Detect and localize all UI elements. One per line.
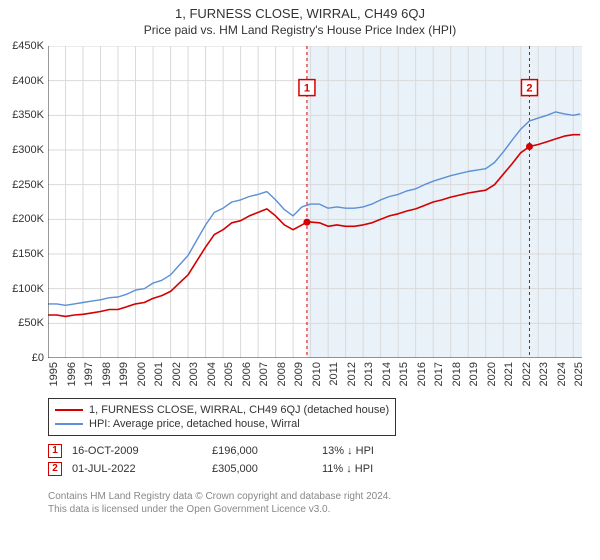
svg-text:1: 1 — [304, 83, 310, 95]
sale-price: £196,000 — [212, 445, 322, 457]
y-tick-label: £100K — [12, 283, 44, 295]
footer-attribution: Contains HM Land Registry data © Crown c… — [48, 490, 391, 516]
x-tick-label: 1995 — [48, 362, 60, 386]
chart-subtitle: Price paid vs. HM Land Registry's House … — [0, 21, 600, 41]
sale-price: £305,000 — [212, 463, 322, 475]
x-tick-label: 2018 — [451, 362, 463, 386]
x-tick-label: 2006 — [241, 362, 253, 386]
x-tick-label: 2023 — [538, 362, 550, 386]
x-tick-label: 2019 — [468, 362, 480, 386]
sale-date: 01-JUL-2022 — [72, 463, 212, 475]
x-tick-label: 2008 — [276, 362, 288, 386]
x-tick-label: 2009 — [293, 362, 305, 386]
y-tick-label: £150K — [12, 248, 44, 260]
x-tick-label: 2024 — [556, 362, 568, 386]
sales-table: 1 16-OCT-2009£196,00013% ↓ HPI 2 01-JUL-202… — [48, 442, 402, 478]
x-tick-label: 2014 — [381, 362, 393, 386]
legend: 1, FURNESS CLOSE, WIRRAL, CH49 6QJ (deta… — [48, 398, 396, 436]
legend-label: 1, FURNESS CLOSE, WIRRAL, CH49 6QJ (deta… — [89, 404, 389, 416]
y-tick-label: £0 — [32, 352, 44, 364]
footer-line: This data is licensed under the Open Gov… — [48, 503, 391, 516]
legend-label: HPI: Average price, detached house, Wirr… — [89, 418, 300, 430]
x-tick-label: 2005 — [223, 362, 235, 386]
x-tick-label: 1996 — [66, 362, 78, 386]
chart-plot: 12 £0£50K£100K£150K£200K£250K£300K£350K£… — [48, 46, 582, 358]
svg-text:2: 2 — [526, 83, 532, 95]
x-tick-label: 2021 — [503, 362, 515, 386]
x-tick-label: 2011 — [328, 362, 340, 386]
x-tick-label: 2007 — [258, 362, 270, 386]
sale-row: 2 01-JUL-2022£305,00011% ↓ HPI — [48, 460, 402, 478]
legend-item: 1, FURNESS CLOSE, WIRRAL, CH49 6QJ (deta… — [55, 403, 389, 417]
x-tick-label: 1999 — [118, 362, 130, 386]
x-tick-label: 2003 — [188, 362, 200, 386]
legend-item: HPI: Average price, detached house, Wirr… — [55, 417, 389, 431]
sale-marker-icon: 2 — [48, 462, 62, 476]
legend-swatch — [55, 409, 83, 411]
sale-marker-icon: 1 — [48, 444, 62, 458]
x-tick-label: 2013 — [363, 362, 375, 386]
footer-line: Contains HM Land Registry data © Crown c… — [48, 490, 391, 503]
x-tick-label: 2020 — [486, 362, 498, 386]
sale-hpi-diff: 13% ↓ HPI — [322, 445, 402, 457]
sale-row: 1 16-OCT-2009£196,00013% ↓ HPI — [48, 442, 402, 460]
legend-swatch — [55, 423, 83, 425]
x-tick-label: 2010 — [311, 362, 323, 386]
x-tick-label: 2012 — [346, 362, 358, 386]
x-tick-label: 2017 — [433, 362, 445, 386]
x-tick-label: 2025 — [573, 362, 585, 386]
x-tick-label: 1997 — [83, 362, 95, 386]
x-tick-label: 2022 — [521, 362, 533, 386]
x-tick-label: 1998 — [101, 362, 113, 386]
x-tick-label: 2001 — [153, 362, 165, 386]
y-tick-label: £300K — [12, 144, 44, 156]
x-tick-label: 2004 — [206, 362, 218, 386]
chart-title: 1, FURNESS CLOSE, WIRRAL, CH49 6QJ — [0, 0, 600, 21]
y-tick-label: £350K — [12, 109, 44, 121]
sale-date: 16-OCT-2009 — [72, 445, 212, 457]
y-tick-label: £400K — [12, 75, 44, 87]
y-tick-label: £200K — [12, 213, 44, 225]
x-tick-label: 2016 — [416, 362, 428, 386]
chart-svg: 12 — [48, 46, 582, 358]
y-tick-label: £50K — [18, 317, 44, 329]
x-tick-label: 2015 — [398, 362, 410, 386]
x-tick-label: 2000 — [136, 362, 148, 386]
x-tick-label: 2002 — [171, 362, 183, 386]
sale-hpi-diff: 11% ↓ HPI — [322, 463, 402, 475]
y-tick-label: £250K — [12, 179, 44, 191]
y-tick-label: £450K — [12, 40, 44, 52]
